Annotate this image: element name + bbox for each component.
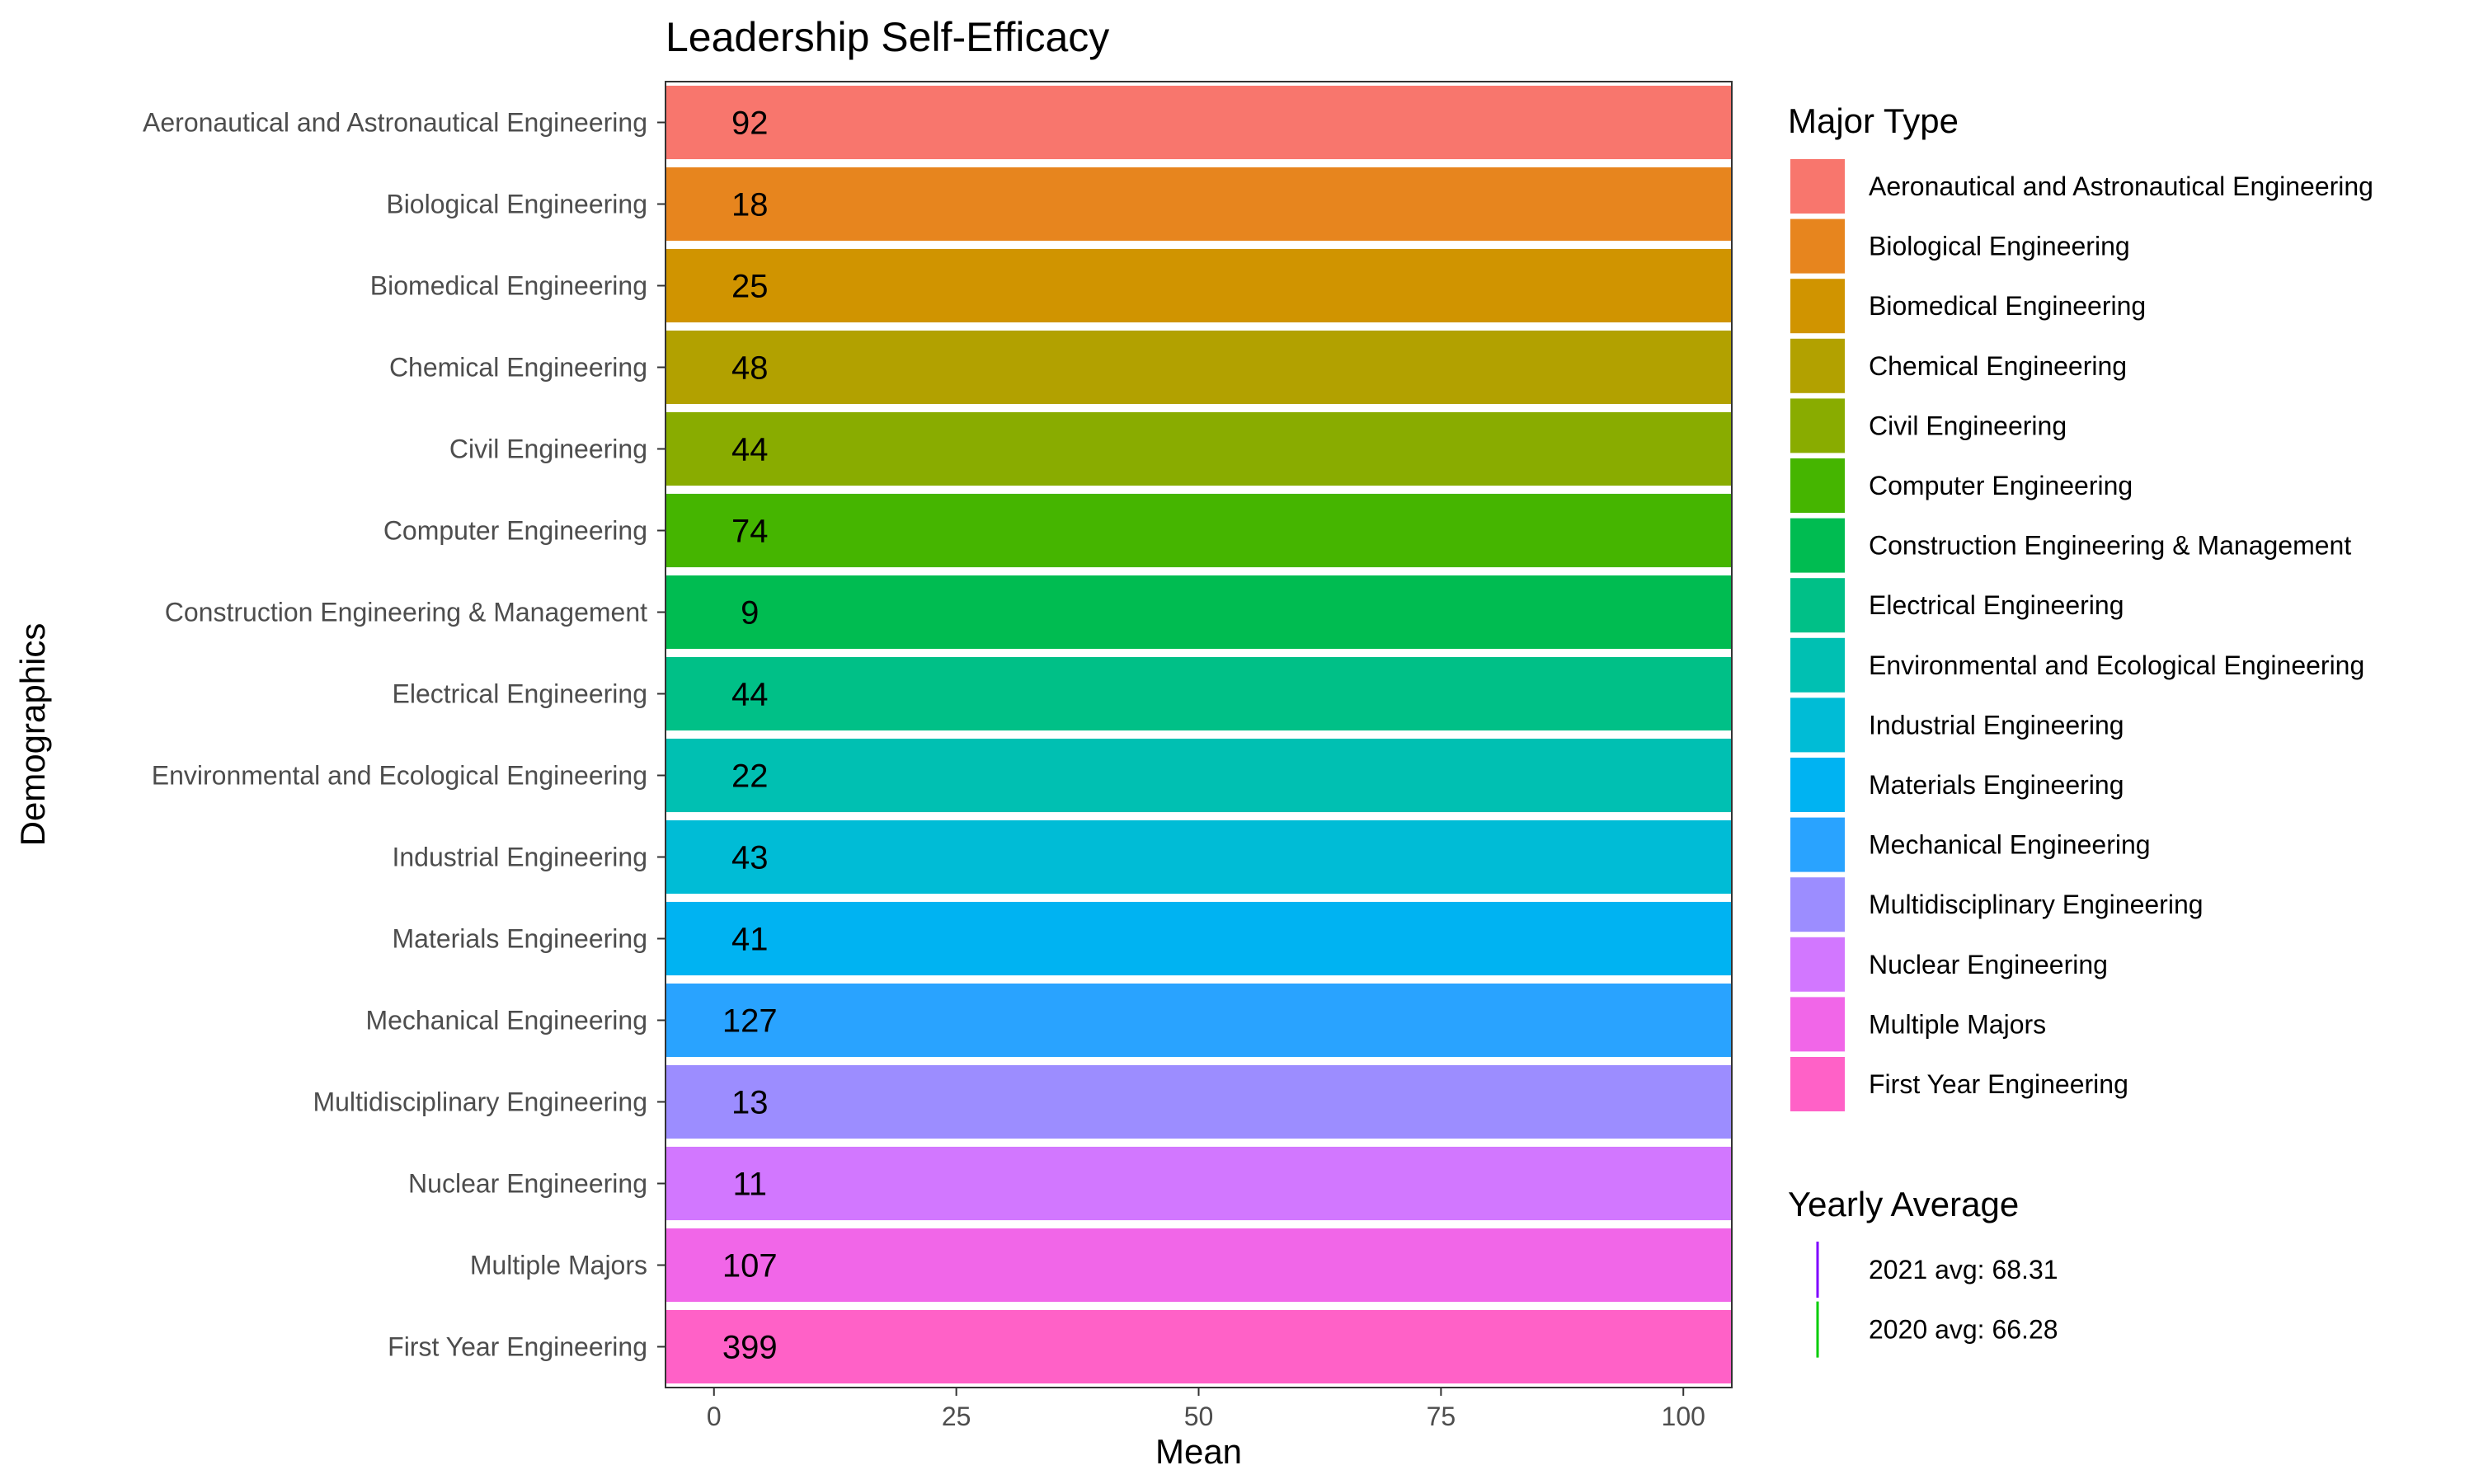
bar (666, 411, 1732, 486)
legend-label: Civil Engineering (1869, 411, 2067, 440)
x-tick-label: 0 (707, 1402, 722, 1431)
legend-label: Chemical Engineering (1869, 351, 2127, 381)
bar (666, 983, 1732, 1058)
legend-key (1789, 696, 1846, 754)
bar (666, 738, 1732, 813)
legend-key (1789, 217, 1846, 275)
bar-value-label: 44 (731, 432, 769, 468)
legend-key (1789, 397, 1846, 455)
y-tick-label: Electrical Engineering (393, 679, 648, 709)
bar-value-label: 48 (731, 350, 769, 387)
x-tick-label: 75 (1427, 1402, 1456, 1431)
legend-yearly-average-title: Yearly Average (1788, 1185, 2019, 1223)
legend-label: Materials Engineering (1869, 770, 2124, 800)
legend-label: Computer Engineering (1869, 471, 2133, 500)
bar (666, 330, 1732, 405)
bar (666, 819, 1732, 895)
y-tick-label: Construction Engineering & Management (165, 598, 647, 627)
bar-value-label: 41 (731, 922, 769, 958)
y-tick-label: Nuclear Engineering (408, 1169, 647, 1199)
bar (666, 1228, 1732, 1303)
y-tick-label: Biomedical Engineering (370, 271, 647, 301)
y-tick-label: First Year Engineering (388, 1332, 647, 1362)
chart-title: Leadership Self-Efficacy (666, 14, 1109, 60)
y-axis: Aeronautical and Astronautical Engineeri… (143, 108, 666, 1362)
y-tick-label: Industrial Engineering (392, 843, 647, 872)
y-tick-label: Civil Engineering (449, 434, 647, 464)
bar (666, 493, 1732, 568)
legend-label: Construction Engineering & Management (1869, 531, 2351, 561)
legend-label: Nuclear Engineering (1869, 950, 2108, 979)
bar (666, 901, 1732, 976)
bar (666, 1146, 1732, 1221)
legend-avg-label: 2021 avg: 68.31 (1869, 1255, 2058, 1284)
legend-key (1789, 157, 1846, 215)
bar-value-label: 399 (722, 1330, 778, 1366)
legend-label: Mechanical Engineering (1869, 830, 2151, 860)
legend-avg-label: 2020 avg: 66.28 (1869, 1315, 2058, 1345)
x-axis-title: Mean (1155, 1432, 1242, 1471)
bar (666, 575, 1732, 650)
bar (666, 167, 1732, 242)
bar-value-label: 18 (731, 187, 769, 223)
legend-key (1789, 756, 1846, 814)
legend-key (1789, 995, 1846, 1054)
y-tick-label: Computer Engineering (383, 516, 647, 546)
bars-layer: 92 18 25 48 44 74 9 44 22 43 41 127 13 11 107 399 (666, 85, 1732, 1384)
x-tick-label: 25 (942, 1402, 971, 1431)
legend-label: Biomedical Engineering (1869, 291, 2146, 321)
legend-label: Biological Engineering (1869, 232, 2130, 261)
bar-value-label: 43 (731, 840, 769, 876)
bar-value-label: 44 (731, 677, 769, 713)
y-tick-label: Aeronautical and Astronautical Engineeri… (143, 108, 647, 138)
legend-key (1789, 636, 1846, 694)
bar-value-label: 107 (722, 1248, 778, 1284)
y-tick-label: Chemical Engineering (389, 353, 647, 383)
legend-key (1789, 336, 1846, 395)
bar-value-label: 22 (731, 758, 769, 795)
bar-value-label: 11 (732, 1167, 767, 1203)
bar (666, 1309, 1732, 1384)
x-axis: 0 25 50 75 100 (707, 1388, 1705, 1431)
bar (666, 85, 1732, 160)
legend-key (1789, 277, 1846, 336)
bar-value-label: 127 (722, 1003, 778, 1040)
y-axis-title: Demographics (13, 623, 52, 847)
legend-label: Multiple Majors (1869, 1009, 2046, 1039)
bar (666, 248, 1732, 323)
bar-value-label: 9 (741, 595, 759, 632)
legend-key (1789, 576, 1846, 635)
legend-key (1789, 1055, 1846, 1113)
bar-value-label: 74 (731, 514, 769, 550)
legend-key (1789, 935, 1846, 993)
y-tick-label: Environmental and Ecological Engineering (152, 761, 647, 791)
legend-key (1789, 876, 1846, 934)
y-tick-label: Materials Engineering (393, 924, 648, 954)
legend-yearly-average: Yearly Average 2021 avg: 68.31 2020 avg: … (1788, 1185, 2058, 1358)
x-tick-label: 100 (1662, 1402, 1705, 1431)
y-tick-label: Mechanical Engineering (365, 1006, 647, 1036)
legend-title: Major Type (1788, 101, 1959, 140)
legend-label: Electrical Engineering (1869, 590, 2124, 620)
y-tick-label: Biological Engineering (386, 190, 647, 219)
y-tick-label: Multiple Majors (470, 1251, 647, 1280)
legend-label: First Year Engineering (1869, 1069, 2128, 1099)
bar-value-label: 25 (731, 269, 769, 305)
bar-value-label: 13 (731, 1085, 769, 1121)
bar-value-label: 92 (731, 106, 769, 142)
bar (666, 656, 1732, 731)
legend-key (1789, 457, 1846, 514)
legend-label: Environmental and Ecological Engineering (1869, 650, 2364, 680)
y-tick-label: Multidisciplinary Engineering (313, 1087, 647, 1117)
legend-label: Industrial Engineering (1869, 710, 2124, 740)
legend-key (1789, 516, 1846, 575)
legend-label: Multidisciplinary Engineering (1869, 890, 2204, 919)
legend-label: Aeronautical and Astronautical Engineeri… (1869, 171, 2373, 201)
legend-key (1789, 815, 1846, 874)
legend-major-type: Major Type Aeronautical and Astronautica… (1788, 101, 2373, 1113)
bar (666, 1064, 1732, 1139)
x-tick-label: 50 (1184, 1402, 1214, 1431)
